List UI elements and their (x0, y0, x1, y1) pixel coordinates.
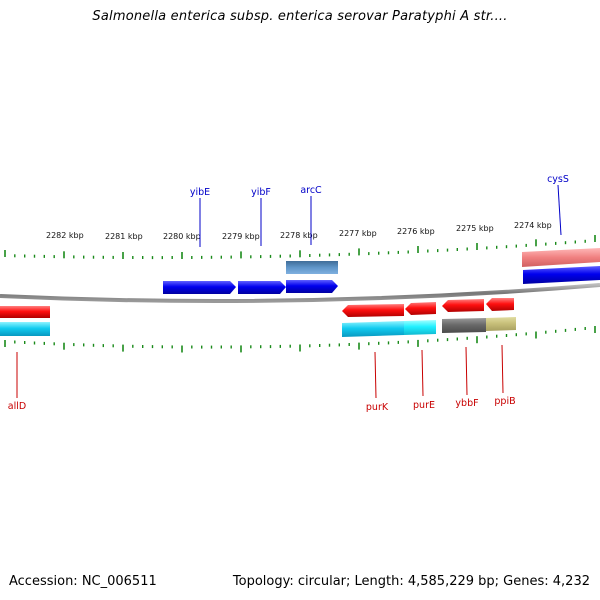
gene-labels: yibE yibF arcC cysS allD purK purE ybbF … (8, 174, 569, 413)
gene-label-yibF[interactable]: yibF (251, 187, 271, 198)
gene-feature[interactable] (442, 299, 484, 312)
reverse-genes (0, 298, 516, 337)
ruler-label: 2277 kbp (339, 229, 377, 238)
ruler-ticks-top (4, 235, 596, 260)
gene-feature[interactable] (0, 306, 50, 318)
gene-label-purE[interactable]: purE (413, 400, 435, 411)
gene-feature[interactable] (238, 281, 286, 294)
ruler-label: 2276 kbp (397, 227, 435, 236)
genome-backbone (0, 283, 600, 304)
ruler-label: 2281 kbp (105, 232, 143, 241)
ruler-label: 2280 kbp (163, 232, 201, 241)
gene-label-allD[interactable]: allD (8, 401, 26, 412)
gene-feature[interactable] (442, 318, 486, 333)
accession-text: Accession: NC_006511 (9, 574, 157, 589)
gene-label-cysS[interactable]: cysS (547, 174, 569, 185)
gene-feature[interactable] (163, 281, 236, 294)
ruler-label: 2275 kbp (456, 224, 494, 233)
gene-feature[interactable] (486, 298, 514, 311)
gene-feature[interactable] (486, 317, 516, 331)
gene-feature[interactable] (342, 321, 404, 337)
gene-feature[interactable] (404, 320, 436, 335)
gene-feature[interactable] (286, 261, 338, 274)
gene-feature[interactable] (405, 302, 436, 315)
gene-label-arcC[interactable]: arcC (300, 185, 322, 196)
gene-feature[interactable] (0, 322, 50, 336)
label-leaders (16, 184, 562, 399)
ruler-label: 2274 kbp (514, 221, 552, 230)
ruler-label: 2282 kbp (46, 231, 84, 240)
gene-label-yibE[interactable]: yibE (190, 187, 210, 198)
ruler-labels: 2282 kbp 2281 kbp 2280 kbp 2279 kbp 2278… (46, 221, 552, 241)
forward-genes (163, 248, 600, 294)
gene-feature[interactable] (342, 304, 404, 317)
gene-label-ybbF[interactable]: ybbF (455, 398, 478, 409)
gene-feature[interactable] (286, 280, 338, 293)
gene-label-ppiB[interactable]: ppiB (494, 396, 515, 407)
gene-feature[interactable] (522, 248, 600, 267)
ruler-ticks-bottom (4, 326, 596, 353)
gene-label-purK[interactable]: purK (366, 402, 389, 413)
genome-title: Salmonella enterica subsp. enterica sero… (92, 9, 508, 24)
gene-feature[interactable] (523, 266, 600, 284)
ruler-label: 2279 kbp (222, 232, 260, 241)
topology-summary: Topology: circular; Length: 4,585,229 bp… (232, 574, 590, 589)
ruler-label: 2278 kbp (280, 231, 318, 240)
